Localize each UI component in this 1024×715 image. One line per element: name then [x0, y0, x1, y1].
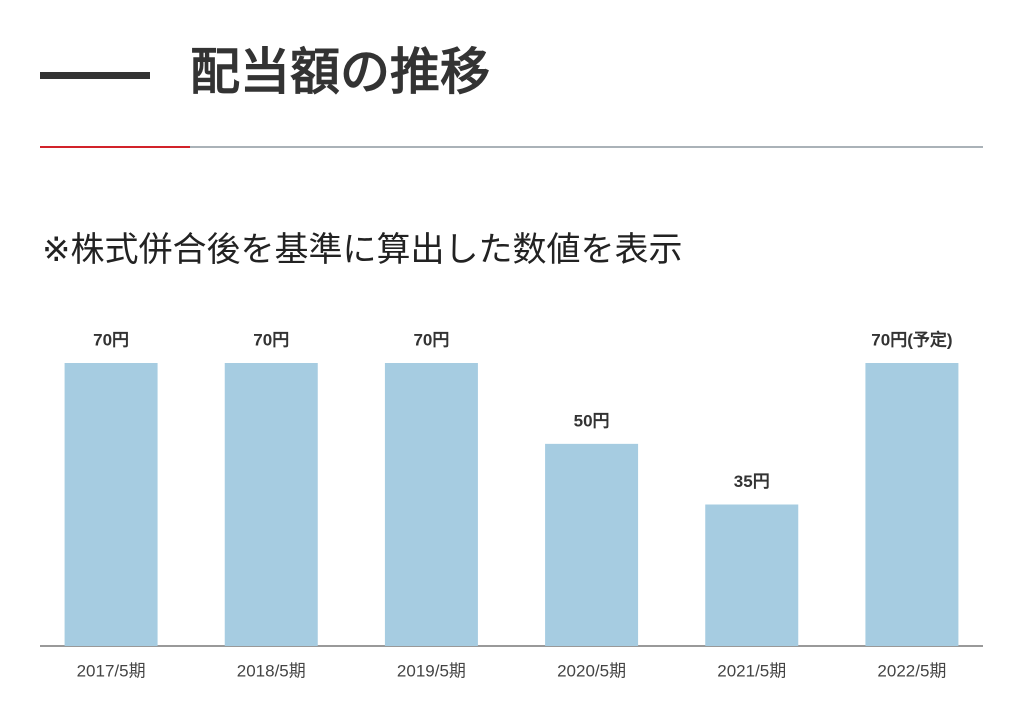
x-tick-label: 2017/5期	[77, 661, 146, 680]
value-label: 50円	[574, 411, 610, 430]
x-tick-label: 2022/5期	[877, 661, 946, 680]
baseline	[40, 645, 983, 647]
x-tick-label: 2020/5期	[557, 661, 626, 680]
bar	[865, 363, 959, 646]
value-label: 35円	[734, 472, 770, 491]
x-tick-label: 2019/5期	[397, 661, 466, 680]
chart-subtitle: ※株式併合後を基準に算出した数値を表示	[42, 231, 683, 269]
chart-title: 配当額の推移	[190, 44, 490, 100]
value-label: 70円	[413, 330, 449, 349]
value-label: 70円	[93, 330, 129, 349]
value-label: 70円	[253, 330, 289, 349]
title-decoration	[40, 72, 150, 79]
bar	[64, 363, 158, 646]
divider	[190, 146, 983, 148]
x-tick-label: 2021/5期	[717, 661, 786, 680]
bar	[384, 363, 478, 646]
bar	[224, 363, 318, 646]
divider-accent	[40, 146, 190, 148]
bar	[545, 443, 639, 646]
value-label: 70円(予定)	[871, 329, 952, 349]
x-tick-label: 2018/5期	[237, 661, 306, 680]
bar	[705, 504, 799, 646]
